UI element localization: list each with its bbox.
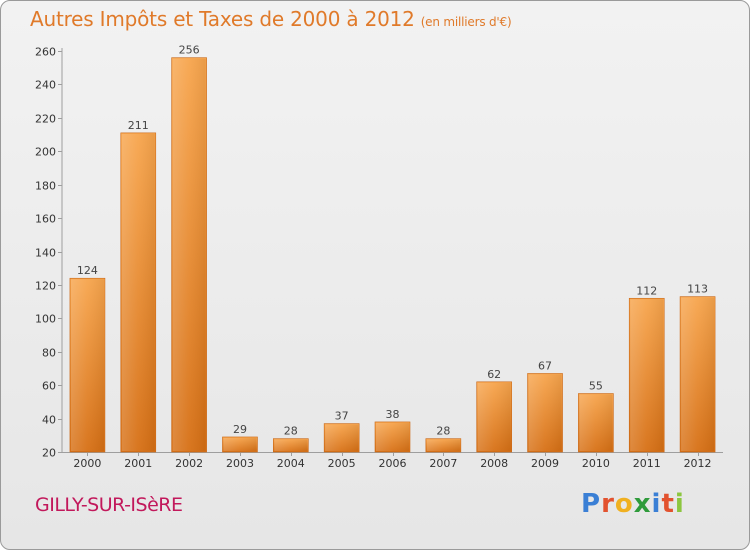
bar-highlight — [630, 299, 664, 451]
logo-letter: P — [581, 489, 602, 519]
logo-letter: o — [614, 489, 634, 519]
bar-highlight — [274, 439, 308, 451]
x-tick-label: 2011 — [633, 457, 661, 470]
bar-highlight — [325, 424, 359, 451]
chart-subtitle: (en milliers d'€) — [420, 15, 512, 29]
title-text: Autres Impôts et Taxes de 2000 à 2012 — [30, 7, 415, 31]
chart-title: Autres Impôts et Taxes de 2000 à 2012 (en… — [30, 7, 512, 31]
proxiti-logo: Proxiti — [581, 489, 685, 519]
data-label: 29 — [233, 423, 247, 436]
x-tick-label: 2006 — [379, 457, 407, 470]
bar-highlight — [477, 382, 511, 451]
y-tick-label: 200 — [35, 146, 56, 159]
commune-name: GILLY-SUR-ISèRE — [35, 494, 183, 516]
data-label: 28 — [284, 425, 298, 438]
y-tick-label: 160 — [35, 213, 56, 226]
y-tick-label: 120 — [35, 280, 56, 293]
y-tick-label: 260 — [35, 46, 56, 59]
bar-highlight — [223, 437, 257, 451]
bars-group: 124 211 256 29 28 37 38 28 62 67 55 112 113 — [69, 44, 716, 453]
y-tick-label: 100 — [35, 313, 56, 326]
x-tick-label: 2010 — [582, 457, 610, 470]
data-label: 38 — [386, 408, 400, 421]
data-label: 211 — [128, 119, 149, 132]
y-tick-label: 20 — [42, 447, 56, 460]
bar-highlight — [172, 58, 206, 451]
bar-highlight — [121, 133, 155, 451]
data-label: 124 — [77, 264, 98, 277]
logo-letter: r — [601, 489, 615, 519]
axes: 20 40 60 80 100 120 140 160 180 200 220 240 260 2000 2… — [35, 46, 723, 470]
logo-letter: x — [633, 489, 652, 519]
y-tick-label: 220 — [35, 113, 56, 126]
data-label: 256 — [179, 44, 200, 57]
y-tick-label: 40 — [42, 414, 56, 427]
x-tick-label: 2008 — [480, 457, 508, 470]
data-label: 112 — [636, 284, 657, 297]
x-tick-label: 2001 — [124, 457, 152, 470]
y-tick-label: 180 — [35, 180, 56, 193]
bar-highlight — [376, 422, 409, 451]
x-tick-label: 2004 — [277, 457, 305, 470]
bar-highlight — [681, 297, 715, 451]
data-label: 55 — [589, 380, 603, 393]
bar-highlight — [528, 374, 562, 451]
bar-highlight — [579, 394, 613, 451]
x-tick-label: 2000 — [73, 457, 101, 470]
data-label: 37 — [335, 410, 349, 423]
y-tick-label: 80 — [42, 347, 56, 360]
data-label: 67 — [538, 359, 552, 372]
y-tick-label: 60 — [42, 380, 56, 393]
data-label: 62 — [487, 368, 501, 381]
logo-letter: i — [651, 489, 662, 519]
data-label: 28 — [436, 425, 450, 438]
bar-highlight — [70, 279, 104, 451]
x-tick-label: 2005 — [328, 457, 356, 470]
y-tick-label: 140 — [35, 247, 56, 260]
bar-highlight — [426, 439, 460, 451]
y-tick-label: 240 — [35, 79, 56, 92]
data-label: 113 — [687, 283, 708, 296]
x-tick-label: 2003 — [226, 457, 254, 470]
logo-letter: i — [674, 489, 685, 519]
x-tick-label: 2007 — [429, 457, 457, 470]
x-tick-label: 2012 — [684, 457, 712, 470]
logo-letter: t — [661, 489, 675, 519]
x-tick-label: 2002 — [175, 457, 203, 470]
x-tick-label: 2009 — [531, 457, 559, 470]
